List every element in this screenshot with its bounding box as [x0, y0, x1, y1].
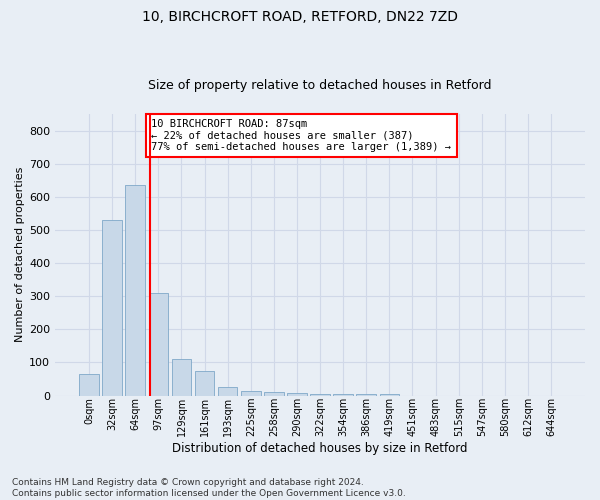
Bar [103, 220, 122, 396]
Text: 10, BIRCHCROFT ROAD, RETFORD, DN22 7ZD: 10, BIRCHCROFT ROAD, RETFORD, DN22 7ZD [142, 10, 458, 24]
Bar [356, 394, 376, 396]
Bar [264, 392, 284, 396]
Bar [241, 391, 260, 396]
Text: Contains HM Land Registry data © Crown copyright and database right 2024.
Contai: Contains HM Land Registry data © Crown c… [12, 478, 406, 498]
Title: Size of property relative to detached houses in Retford: Size of property relative to detached ho… [148, 79, 492, 92]
Bar [310, 394, 330, 396]
Bar [125, 185, 145, 396]
Y-axis label: Number of detached properties: Number of detached properties [15, 167, 25, 342]
Bar [79, 374, 99, 396]
Bar [172, 359, 191, 396]
X-axis label: Distribution of detached houses by size in Retford: Distribution of detached houses by size … [172, 442, 468, 455]
Text: 10 BIRCHCROFT ROAD: 87sqm
← 22% of detached houses are smaller (387)
77% of semi: 10 BIRCHCROFT ROAD: 87sqm ← 22% of detac… [151, 119, 451, 152]
Bar [380, 394, 399, 396]
Bar [334, 394, 353, 396]
Bar [218, 386, 238, 396]
Bar [195, 370, 214, 396]
Bar [149, 293, 168, 396]
Bar [287, 393, 307, 396]
